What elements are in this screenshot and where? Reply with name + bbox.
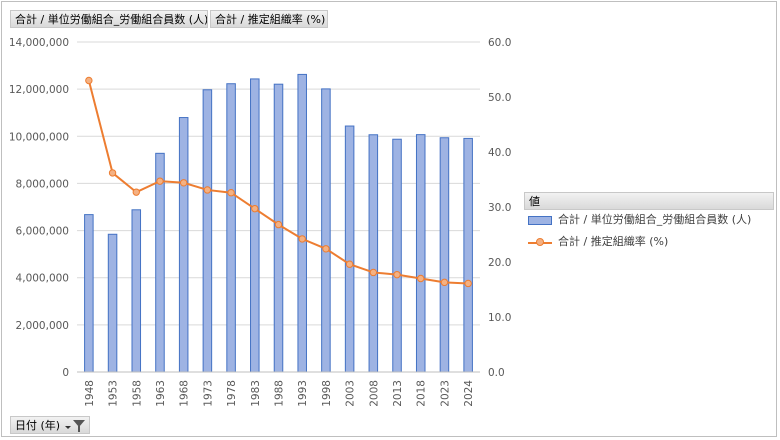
line-point bbox=[156, 177, 164, 185]
bar bbox=[344, 125, 355, 373]
y-left-tick-label: 6,000,000 bbox=[16, 226, 69, 238]
bar bbox=[368, 134, 379, 373]
y-left-tick-label: 14,000,000 bbox=[9, 37, 69, 49]
bar bbox=[131, 209, 142, 373]
y-left-tick-label: 10,000,000 bbox=[9, 131, 69, 143]
line-point bbox=[108, 169, 117, 177]
bar bbox=[439, 137, 450, 373]
line-point bbox=[393, 270, 401, 279]
y-right-tick-label: 0.0 bbox=[488, 367, 505, 379]
legend-item-rate[interactable]: 合計 / 推定組織率 (%) bbox=[528, 234, 668, 250]
x-tick-label: 2024 bbox=[463, 380, 475, 407]
y-left-tick-label: 0 bbox=[62, 367, 69, 379]
x-tick-label: 2003 bbox=[345, 380, 357, 407]
bar bbox=[463, 137, 473, 373]
y-left-tick-label: 2,000,000 bbox=[16, 320, 69, 332]
bar bbox=[84, 214, 94, 373]
y-right-tick-label: 30.0 bbox=[488, 202, 511, 214]
line-point bbox=[417, 274, 425, 283]
line-point bbox=[464, 279, 472, 288]
line-point bbox=[369, 268, 378, 277]
axis-field-button-date[interactable]: 日付 (年) bbox=[10, 416, 90, 434]
line-point bbox=[298, 235, 306, 243]
x-tick-label: 2018 bbox=[416, 380, 428, 407]
x-tick-label: 1968 bbox=[179, 380, 191, 407]
y-right-tick-label: 40.0 bbox=[488, 147, 511, 159]
bar bbox=[392, 138, 402, 373]
line-point bbox=[274, 220, 283, 229]
legend-label-rate: 合計 / 推定組織率 (%) bbox=[558, 235, 669, 248]
x-tick-label: 2023 bbox=[439, 380, 451, 407]
legend-item-members[interactable]: 合計 / 単位労働組合_労働組合員数 (人) bbox=[528, 212, 751, 228]
x-tick-label: 1953 bbox=[108, 380, 120, 407]
bar bbox=[107, 233, 118, 373]
y-left-tick-label: 4,000,000 bbox=[16, 273, 69, 285]
bar bbox=[250, 78, 260, 373]
x-tick-label: 2013 bbox=[392, 380, 404, 407]
x-tick-label: 1963 bbox=[155, 380, 167, 407]
legend-label-members: 合計 / 単位労働組合_労働組合員数 (人) bbox=[558, 213, 752, 226]
value-field-button-rate[interactable]: 合計 / 推定組織率 (%) bbox=[210, 10, 328, 28]
y-right-tick-label: 20.0 bbox=[488, 257, 511, 269]
line-point bbox=[227, 189, 235, 197]
axis-field-label: 日付 (年) bbox=[15, 419, 61, 432]
x-tick-label: 1998 bbox=[321, 380, 333, 407]
filter-icon bbox=[73, 420, 85, 432]
bar bbox=[178, 117, 189, 373]
bar bbox=[226, 83, 236, 373]
x-tick-label: 1978 bbox=[226, 380, 238, 407]
line-point bbox=[345, 260, 354, 268]
legend-line-swatch bbox=[528, 237, 552, 247]
x-tick-label: 1958 bbox=[131, 380, 143, 407]
x-tick-label: 1973 bbox=[202, 380, 214, 407]
bar bbox=[155, 152, 165, 373]
x-tick-label: 1948 bbox=[84, 380, 96, 407]
x-tick-label: 1988 bbox=[274, 380, 286, 407]
dropdown-arrow-icon bbox=[65, 426, 71, 429]
y-right-tick-label: 60.0 bbox=[488, 37, 511, 49]
line-point bbox=[203, 186, 212, 194]
line-point bbox=[251, 204, 259, 213]
y-right-tick-label: 10.0 bbox=[488, 312, 511, 324]
line-point bbox=[132, 188, 140, 196]
bar bbox=[321, 88, 331, 373]
bar bbox=[415, 134, 426, 373]
legend-header: 値 bbox=[524, 192, 774, 210]
value-field-button-members[interactable]: 合計 / 単位労働組合_労働組合員数 (人) bbox=[10, 10, 208, 28]
line-point bbox=[85, 76, 93, 85]
y-left-tick-label: 12,000,000 bbox=[9, 84, 69, 96]
x-tick-label: 1993 bbox=[297, 380, 309, 407]
x-tick-label: 2008 bbox=[368, 380, 380, 407]
line-point bbox=[322, 245, 330, 253]
bar bbox=[202, 89, 213, 373]
y-right-tick-label: 50.0 bbox=[488, 92, 511, 104]
bar bbox=[297, 73, 307, 373]
legend-bar-swatch bbox=[528, 215, 552, 225]
line-point bbox=[440, 278, 449, 287]
y-left-tick-label: 8,000,000 bbox=[16, 178, 69, 190]
x-tick-label: 1983 bbox=[250, 380, 262, 407]
line-point bbox=[179, 179, 188, 187]
